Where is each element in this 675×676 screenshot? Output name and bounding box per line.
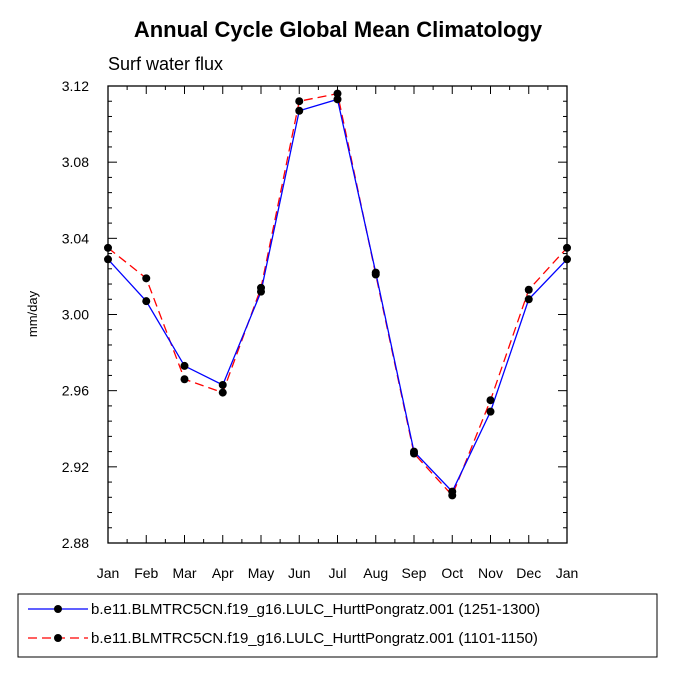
data-point xyxy=(524,295,533,304)
legend-box xyxy=(17,593,658,658)
data-point xyxy=(486,407,495,416)
data-point xyxy=(410,449,418,458)
y-axis-label: mm/day xyxy=(25,290,40,337)
x-tick-label: Jan xyxy=(97,565,120,581)
y-tick-label: 3.04 xyxy=(62,230,89,246)
ticks-layer: Jan Feb Mar Apr May Jun Jul Aug Sep Oct Nov Dec Jan 2… xyxy=(62,78,579,581)
data-point xyxy=(104,243,112,252)
data-point xyxy=(142,297,151,306)
series-line xyxy=(107,92,568,497)
legend: b.e11.BLMTRC5CN.f19_g16.LULC_HurttPongra… xyxy=(28,601,540,647)
data-point xyxy=(142,274,151,283)
legend-marker xyxy=(54,605,62,613)
data-point xyxy=(295,97,304,106)
y-tick-label: 2.96 xyxy=(62,383,89,399)
x-tick-label: Jan xyxy=(556,565,579,581)
data-point xyxy=(563,255,571,264)
data-point xyxy=(295,106,304,115)
x-tick-label: May xyxy=(248,565,274,581)
series-line xyxy=(107,98,568,493)
plot-frame xyxy=(107,85,568,544)
x-tick-label: Mar xyxy=(172,565,196,581)
x-tick-label: Jun xyxy=(288,565,311,581)
series-layer xyxy=(104,89,571,500)
x-tick-label: Feb xyxy=(134,565,158,581)
data-point xyxy=(524,285,533,294)
y-tick-label: 3.12 xyxy=(62,78,89,94)
x-tick-label: Oct xyxy=(441,565,463,581)
data-point xyxy=(218,380,227,389)
data-point xyxy=(180,375,189,384)
data-point xyxy=(371,270,380,279)
x-tick-label: Sep xyxy=(402,565,427,581)
chart-subtitle: Surf water flux xyxy=(108,54,223,74)
x-tick-label: Apr xyxy=(212,565,234,581)
data-point xyxy=(333,95,342,104)
x-tick-label: Dec xyxy=(516,565,541,581)
legend-marker xyxy=(54,634,62,642)
y-tick-label: 3.08 xyxy=(62,154,89,170)
x-tick-label: Jul xyxy=(329,565,347,581)
x-tick-label: Aug xyxy=(363,565,388,581)
data-point xyxy=(448,491,457,500)
x-tick-label: Nov xyxy=(478,565,503,581)
y-tick-label: 2.88 xyxy=(62,535,89,551)
data-point xyxy=(218,388,227,397)
legend-label: b.e11.BLMTRC5CN.f19_g16.LULC_HurttPongra… xyxy=(91,630,538,647)
y-tick-label: 2.92 xyxy=(62,459,89,475)
y-tick-label: 3.00 xyxy=(62,307,89,323)
data-point xyxy=(104,255,112,264)
data-point xyxy=(257,283,265,292)
legend-label: b.e11.BLMTRC5CN.f19_g16.LULC_HurttPongra… xyxy=(91,601,540,618)
data-point xyxy=(563,243,571,252)
data-point xyxy=(486,396,495,405)
chart-title: Annual Cycle Global Mean Climatology xyxy=(134,17,543,42)
data-point xyxy=(333,89,342,98)
data-point xyxy=(180,361,189,370)
